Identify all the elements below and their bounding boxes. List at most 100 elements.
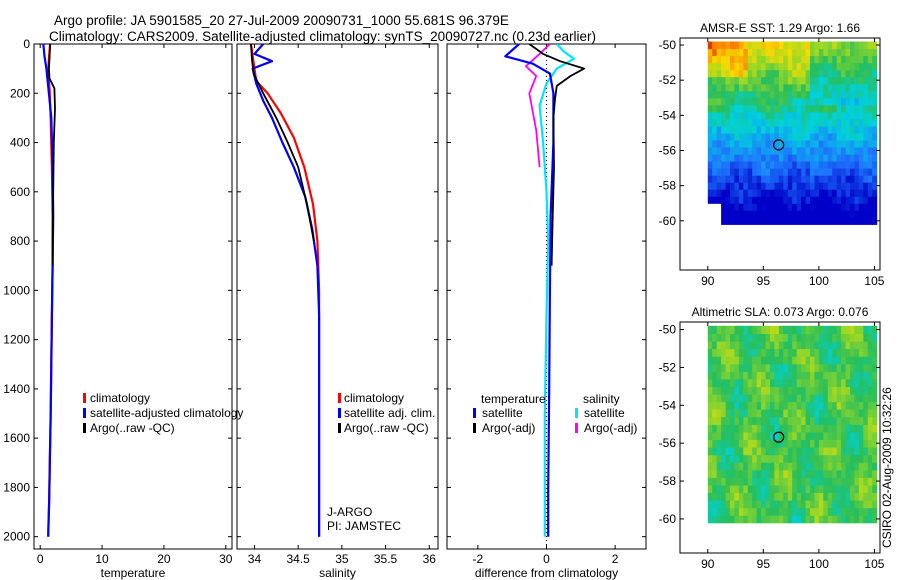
sst_map-cell [774, 210, 780, 218]
sla_map-cell [734, 477, 740, 486]
sst_map-cell [796, 161, 802, 169]
sla_map-cell [778, 394, 784, 403]
sla_map-cell [850, 348, 855, 357]
sla_map-cell [832, 409, 838, 418]
sst_map-cell [818, 41, 824, 50]
sla_map-cell [832, 477, 838, 486]
sst_map-cell [836, 175, 842, 183]
sst_map-cell [761, 55, 767, 64]
sst_map-cell [818, 118, 824, 127]
sst_map-cell [805, 217, 811, 225]
sla_map-cell [707, 431, 713, 440]
sla_map-cell [716, 340, 722, 350]
sla_map-cell [770, 500, 775, 509]
sla_map-cell [872, 447, 878, 456]
sla_map-cell [770, 325, 775, 334]
sst_map-cell [765, 48, 771, 57]
sla_map-cell [863, 507, 869, 516]
sla_map-cell [716, 325, 722, 334]
sst_map-cell [787, 97, 793, 106]
sla_map-cell [792, 325, 798, 334]
sst_map-cell [761, 41, 767, 50]
sst_map-cell [756, 62, 762, 71]
sla_map-cell [872, 424, 878, 433]
sla_map-cell [756, 431, 762, 440]
sst_map-cell [756, 154, 762, 162]
sla_map-cell [858, 371, 864, 380]
sla_map-cell [738, 492, 744, 501]
sla_map-cell [850, 363, 855, 372]
sst_map-cell [707, 55, 713, 64]
sla_map-cell [778, 356, 784, 365]
sla_map-cell [823, 401, 829, 410]
sla_map-cell [801, 363, 807, 372]
sst_map-cell [783, 111, 789, 120]
sla_map-cell [770, 454, 775, 463]
sla_map-cell [725, 477, 731, 486]
sla_map-cell [747, 469, 753, 478]
sst_map-cell [712, 55, 718, 64]
sla_map-cell [836, 462, 842, 471]
sla_map-cell [801, 394, 807, 403]
sla_map-cell [858, 394, 864, 403]
sla_map-cell [814, 409, 820, 418]
sst_map-cell [756, 76, 762, 85]
sla_map-cell [801, 386, 807, 395]
sst_map-cell [823, 189, 829, 197]
sla_map-cell [783, 378, 789, 387]
sst_map-cell [774, 76, 780, 85]
sst_map-cell [707, 175, 713, 183]
sla_map-cell [743, 401, 749, 410]
sla_map-cell [730, 469, 735, 478]
sla_map-cell [801, 424, 807, 433]
sst_map-cell [743, 217, 749, 225]
sst_map-cell [858, 139, 864, 148]
sla_map-cell [801, 431, 807, 440]
sst_map-cell [801, 97, 807, 106]
depth-tick-label: 1200 [3, 333, 30, 347]
sla_map-cell [783, 515, 789, 524]
sla_map-cell [707, 454, 713, 463]
sla_map-cell [787, 363, 793, 372]
sst_map-cell [854, 210, 860, 218]
sla_map-cell [738, 325, 744, 334]
sla_map-cell [765, 462, 771, 471]
sla_map-cell [850, 424, 855, 433]
sst_map-cell [721, 90, 727, 99]
sla_map-cell [823, 409, 829, 418]
sst_map-cell [712, 41, 718, 50]
sst_map-cell [743, 139, 749, 148]
sst_map-cell [712, 154, 718, 162]
sst_map-cell [770, 132, 775, 141]
sst_map-cell [814, 83, 820, 92]
sst_map-cell [783, 132, 789, 141]
sst_map-cell [818, 125, 824, 134]
sst_map-cell [841, 125, 847, 134]
sla_map-cell [818, 469, 824, 478]
sst_map-cell [845, 161, 851, 169]
sla_map-cell [756, 363, 762, 372]
sst_map-cell [810, 196, 815, 204]
sst_map-cell [725, 55, 731, 64]
sla_map-cell [787, 500, 793, 509]
sla_map-cell [858, 340, 864, 350]
sla_map-cell [858, 507, 864, 516]
sla_map-cell [752, 439, 758, 448]
sst_map-cell [792, 196, 798, 204]
sst_map-cell [836, 210, 842, 218]
temperature-xlabel: temperature [101, 566, 166, 580]
sst_map-cell [832, 147, 838, 155]
sst_map-cell [743, 104, 749, 113]
depth-tick-label: 2000 [3, 530, 30, 544]
sla_map-cell [752, 484, 758, 493]
sst_map-cell [761, 111, 767, 120]
sst_map-cell [841, 111, 847, 120]
sst_map-cell [850, 182, 855, 190]
sla_map-cell [716, 469, 722, 478]
sla_map-cell [796, 424, 802, 433]
sst_map-cell [832, 62, 838, 71]
sla_map-cell [734, 340, 740, 350]
sla_map-cell [810, 492, 815, 501]
sst_map-cell [756, 118, 762, 127]
sla_map-cell [818, 424, 824, 433]
